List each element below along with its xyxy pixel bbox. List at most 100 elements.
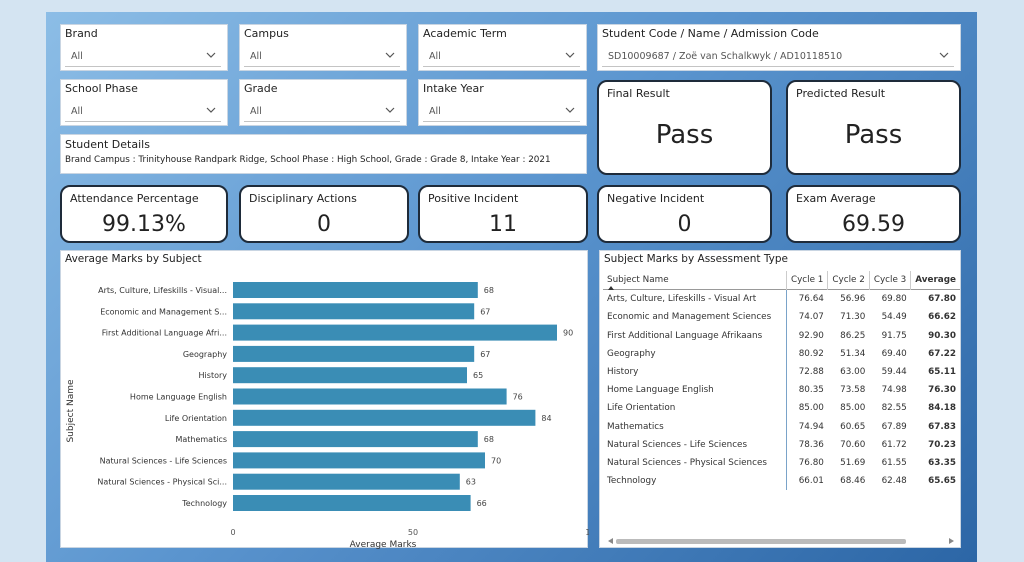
table-row[interactable]: Arts, Culture, Lifeskills - Visual Art 76…	[603, 289, 960, 309]
category-label: Economic and Management S...	[100, 307, 227, 316]
academic-term-dropdown[interactable]: All	[423, 46, 580, 67]
chevron-down-icon	[939, 52, 949, 58]
header-cycle-3[interactable]: Cycle 3	[868, 271, 911, 290]
table-container: Subject Name Cycle 1 Cycle 2 Cycle 3 Ave…	[603, 271, 960, 491]
cell-cycle-3: 82.55	[881, 403, 907, 414]
intake-year-slicer[interactable]: Intake Year All	[418, 79, 587, 126]
table-row[interactable]: History 72.88 63.00 59.44 65.11	[603, 362, 960, 382]
bar[interactable]	[233, 388, 507, 405]
intake-year-dropdown[interactable]: All	[423, 101, 580, 122]
table-row[interactable]: Home Language English 80.35 73.58 74.98 76.3…	[603, 381, 960, 400]
cell-average: 66.62	[928, 312, 956, 323]
academic-term-slicer[interactable]: Academic Term All	[418, 24, 587, 71]
data-label: 90	[563, 329, 573, 338]
student-slicer-label: Student Code / Name / Admission Code	[602, 27, 819, 40]
bar[interactable]	[233, 303, 475, 320]
cell-cycle-2: 70.60	[840, 439, 866, 450]
table-row[interactable]: Natural Sciences - Life Sciences 78.36 70.…	[603, 435, 960, 454]
cell-subject: History	[603, 362, 787, 382]
cell-cycle-1: 80.92	[798, 348, 824, 359]
chevron-down-icon	[385, 107, 395, 113]
table-title: Subject Marks by Assessment Type	[604, 253, 788, 265]
category-label: Technology	[181, 499, 227, 508]
student-dropdown[interactable]: SD10009687 / Zoë van Schalkwyk / AD10118…	[602, 46, 954, 67]
cell-subject: Natural Sciences - Physical Sciences	[603, 453, 787, 473]
cell-subject: Economic and Management Sciences	[603, 308, 787, 327]
cell-subject: Life Orientation	[603, 399, 787, 418]
bar[interactable]	[233, 452, 485, 469]
category-label: First Additional Language Afri...	[102, 329, 227, 338]
table-row[interactable]: Mathematics 74.94 60.65 67.89 67.83	[603, 417, 960, 436]
bar[interactable]	[233, 431, 478, 448]
category-label: Home Language English	[130, 393, 227, 402]
brand-slicer-label: Brand	[65, 27, 98, 40]
horizontal-scrollbar[interactable]	[608, 538, 954, 544]
grade-slicer[interactable]: Grade All	[239, 79, 407, 126]
cell-average: 63.35	[928, 457, 956, 468]
scrollbar-thumb[interactable]	[616, 539, 906, 544]
category-label: History	[199, 371, 228, 380]
positive-incident-label: Positive Incident	[428, 192, 519, 205]
positive-incident-value: 11	[489, 212, 517, 237]
cell-cycle-2: 86.25	[840, 330, 866, 341]
campus-slicer[interactable]: Campus All	[239, 24, 407, 71]
cell-cycle-1: 66.01	[798, 476, 824, 487]
header-average[interactable]: Average	[910, 271, 960, 290]
chevron-down-icon	[565, 107, 575, 113]
predicted-result-label: Predicted Result	[796, 87, 886, 100]
cell-cycle-1: 74.07	[798, 312, 824, 323]
cell-cycle-3: 91.75	[881, 330, 907, 341]
student-details-card: Student Details Brand Campus : Trinityho…	[60, 134, 587, 174]
assessment-table-card: Subject Marks by Assessment Type Subject…	[599, 250, 961, 548]
school-phase-slicer-label: School Phase	[65, 82, 138, 95]
table-row[interactable]: Life Orientation 85.00 85.00 82.55 84.18	[603, 399, 960, 418]
cell-cycle-2: 51.69	[840, 457, 866, 468]
predicted-result-value: Pass	[844, 120, 903, 150]
cell-subject: Technology	[603, 472, 787, 491]
category-label: Geography	[183, 350, 227, 359]
student-slicer[interactable]: Student Code / Name / Admission Code SD1…	[597, 24, 961, 71]
attendance-card: Attendance Percentage 99.13%	[60, 185, 228, 243]
table-row[interactable]: Technology 66.01 68.46 62.48 65.65	[603, 472, 960, 491]
brand-slicer[interactable]: Brand All	[60, 24, 228, 71]
data-label: 66	[477, 499, 487, 508]
cell-average: 67.22	[928, 348, 956, 359]
cell-cycle-2: 71.30	[840, 312, 866, 323]
grade-dropdown[interactable]: All	[244, 101, 400, 122]
school-phase-slicer[interactable]: School Phase All	[60, 79, 228, 126]
category-label: Natural Sciences - Life Sciences	[100, 456, 227, 465]
brand-dropdown[interactable]: All	[65, 46, 221, 67]
cell-cycle-1: 76.80	[798, 457, 824, 468]
bar[interactable]	[233, 473, 460, 490]
attendance-label: Attendance Percentage	[70, 192, 199, 205]
bar[interactable]	[233, 367, 467, 384]
scroll-left-icon[interactable]	[608, 538, 613, 544]
cell-cycle-3: 69.40	[881, 348, 907, 359]
cell-subject: Arts, Culture, Lifeskills - Visual Art	[603, 289, 787, 309]
campus-dropdown[interactable]: All	[244, 46, 400, 67]
table-row[interactable]: First Additional Language Afrikaans 92.90…	[603, 326, 960, 345]
bar[interactable]	[233, 495, 471, 511]
cell-average: 90.30	[928, 330, 956, 341]
chevron-down-icon	[565, 52, 575, 58]
header-cycle-1[interactable]: Cycle 1	[785, 271, 828, 290]
student-details-title: Student Details	[65, 138, 150, 151]
cell-cycle-3: 61.72	[881, 439, 907, 450]
table-row[interactable]: Economic and Management Sciences 74.07 71.…	[603, 308, 960, 327]
header-subject-name[interactable]: Subject Name	[603, 271, 786, 290]
scroll-right-icon[interactable]	[949, 538, 954, 544]
disciplinary-value: 0	[317, 212, 331, 237]
bar[interactable]	[233, 409, 536, 426]
bar[interactable]	[233, 324, 557, 341]
cell-cycle-3: 67.89	[881, 421, 907, 432]
table-row[interactable]: Geography 80.92 51.34 69.40 67.22	[603, 344, 960, 363]
school-phase-dropdown[interactable]: All	[65, 101, 221, 122]
bar[interactable]	[233, 345, 475, 362]
category-label: Mathematics	[175, 435, 227, 444]
bar[interactable]	[233, 282, 478, 298]
header-cycle-2[interactable]: Cycle 2	[827, 271, 870, 290]
table-row[interactable]: Natural Sciences - Physical Sciences 76.8…	[603, 453, 960, 473]
sort-ascending-icon[interactable]	[608, 286, 614, 290]
final-result-card: Final Result Pass	[597, 80, 772, 175]
cell-average: 67.83	[928, 421, 956, 432]
